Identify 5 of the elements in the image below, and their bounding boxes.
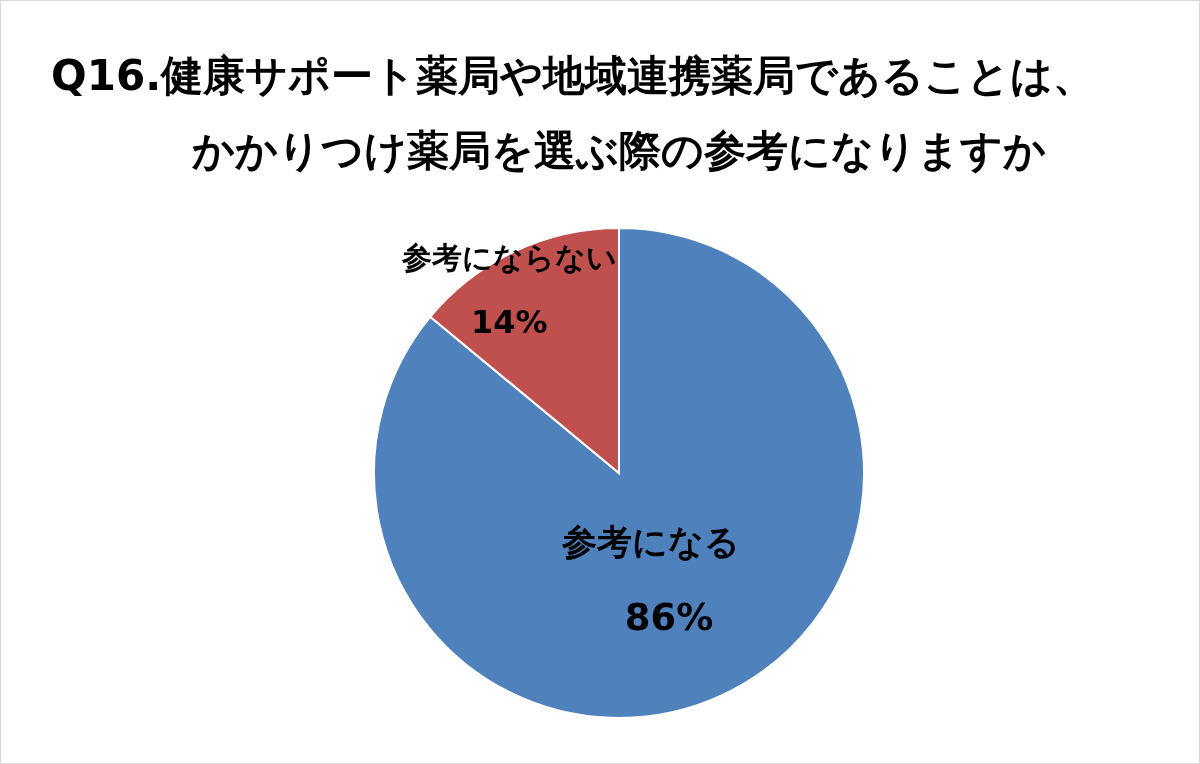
pie-slice	[373, 227, 865, 719]
data-label: 86%	[624, 595, 714, 639]
slice-label: 参考になる	[561, 521, 741, 562]
chart-title: Q16.健康サポート薬局や地域連携薬局であることは、かかりつけ薬局を選ぶ際の参考になりますか	[51, 50, 1097, 177]
data-label: 14%	[470, 303, 548, 342]
